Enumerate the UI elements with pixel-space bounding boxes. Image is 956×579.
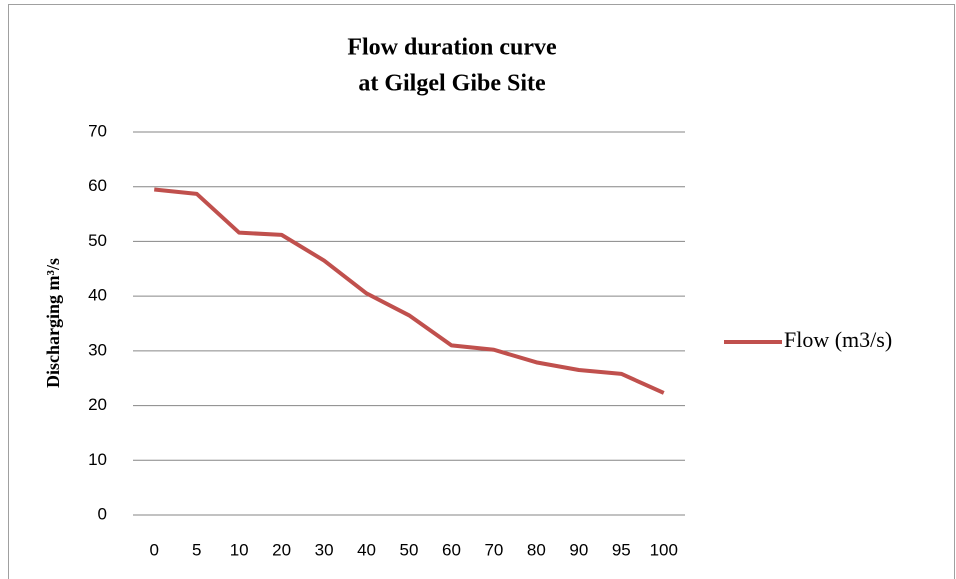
- x-tick-label: 5: [192, 540, 201, 559]
- chart-border: [8, 4, 955, 579]
- x-tick-label: 90: [569, 540, 588, 559]
- x-tick-label: 40: [357, 540, 376, 559]
- x-tick-label: 0: [149, 540, 158, 559]
- x-tick-label: 10: [230, 540, 249, 559]
- chart-title: at Gilgel Gibe Site: [358, 71, 546, 97]
- y-tick-label: 30: [88, 340, 107, 359]
- y-tick-label: 40: [88, 286, 107, 305]
- y-tick-label: 70: [88, 121, 107, 140]
- data-line: [154, 187, 665, 395]
- y-tick-label: 60: [88, 176, 107, 195]
- y-tick-label: 50: [88, 231, 107, 250]
- x-tick-label: 30: [315, 540, 334, 559]
- x-tick-label: 95: [612, 540, 631, 559]
- legend-label: Flow (m3/s): [784, 327, 892, 352]
- y-tick-label: 0: [98, 504, 107, 523]
- y-axis-label: Discharging m³/s: [43, 258, 63, 388]
- x-tick-label: 60: [442, 540, 461, 559]
- y-tick-label: 10: [88, 450, 107, 469]
- x-tick-label: 80: [527, 540, 546, 559]
- x-tick-label: 70: [484, 540, 503, 559]
- x-tick-label: 50: [400, 540, 419, 559]
- chart-title: Flow duration curve: [347, 35, 557, 61]
- x-tick-label: 20: [272, 540, 291, 559]
- y-tick-label: 20: [88, 395, 107, 414]
- x-tick-label: 100: [650, 540, 678, 559]
